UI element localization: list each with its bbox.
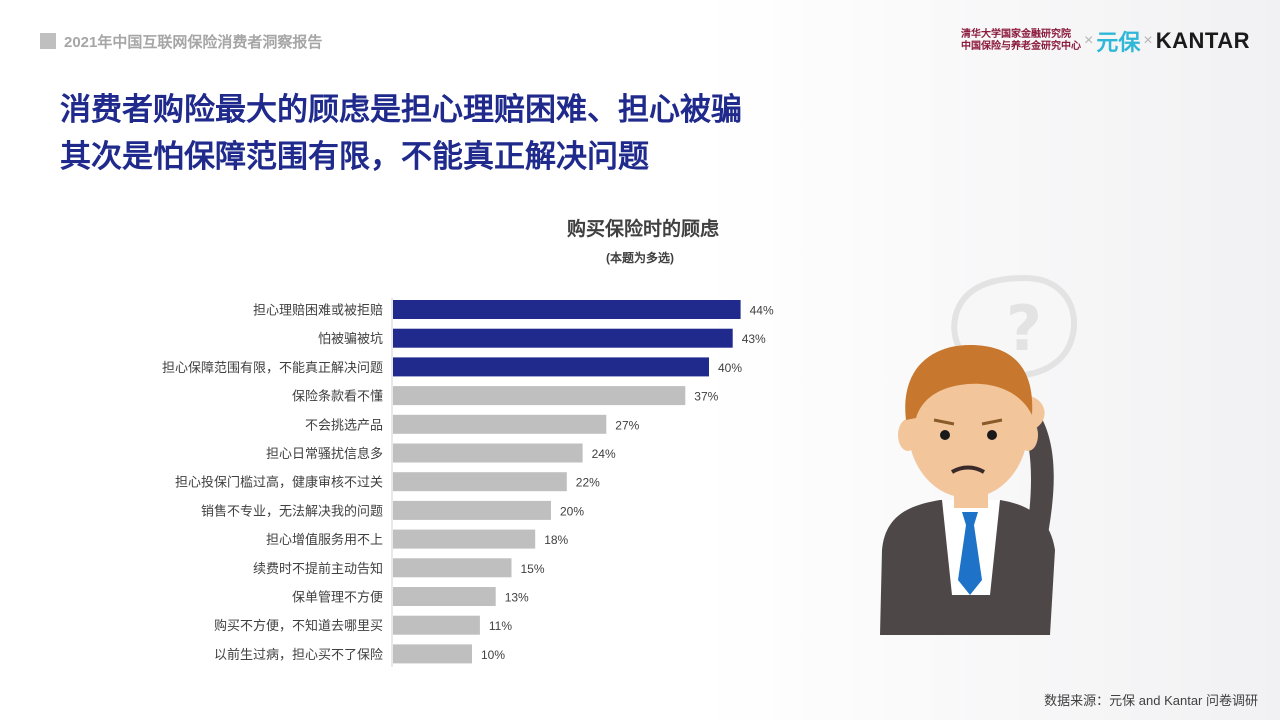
value-label: 44% [750, 304, 774, 318]
value-label: 20% [560, 504, 584, 518]
category-label: 担心增值服务用不上 [266, 532, 383, 548]
category-label: 销售不专业，无法解决我的问题 [201, 503, 383, 519]
bar [393, 386, 686, 406]
value-label: 24% [592, 447, 616, 461]
logo-separator: × [1143, 32, 1153, 49]
value-label: 40% [718, 361, 742, 375]
yuanbao-logo: 元保 [1096, 30, 1141, 55]
data-source: 数据来源：元保 and Kantar 问卷调研 [1044, 693, 1258, 708]
value-label: 18% [544, 533, 568, 547]
value-label: 37% [694, 390, 718, 404]
bar [393, 300, 741, 319]
bar [393, 500, 551, 520]
tsinghua-logo: 清华大学国家金融研究院 中国保险与养老金研究中心 [961, 29, 1081, 53]
logo-separator: × [1084, 32, 1094, 49]
partner-logos: 清华大学国家金融研究院 中国保险与养老金研究中心 × 元保 × KANTAR [961, 26, 1250, 56]
report-title: 2021年中国互联网保险消费者洞察报告 [64, 33, 323, 51]
category-label: 保单管理不方便 [292, 590, 383, 606]
category-label: 担心日常骚扰信息多 [266, 446, 383, 462]
bar [393, 529, 536, 549]
bar [393, 357, 709, 377]
value-label: 27% [615, 418, 639, 432]
category-label: 担心理赔困难或被拒赔 [253, 304, 383, 319]
chart-subtitle: (本题为多选) [606, 251, 674, 265]
value-label: 13% [505, 591, 529, 605]
tsinghua-logo-line1: 清华大学国家金融研究院 [961, 29, 1072, 40]
bar [393, 414, 607, 434]
category-label: 怕被骗被坑 [318, 332, 383, 347]
bar [393, 615, 480, 635]
category-label: 担心保障范围有限，不能真正解决问题 [162, 361, 383, 376]
svg-text:?: ? [1006, 292, 1042, 365]
bar [393, 472, 567, 492]
category-label: 不会挑选产品 [305, 418, 383, 433]
header-square-icon [40, 33, 56, 49]
headline-line-2: 其次是怕保障范围有限，不能真正解决问题 [60, 139, 649, 174]
page-headline: 消费者购险最大的顾虑是担心理赔困难、担心被骗 其次是怕保障范围有限，不能真正解决… [60, 86, 742, 180]
bar [393, 644, 472, 664]
category-label: 担心投保门槛过高，健康审核不过关 [175, 475, 383, 491]
category-label: 续费时不提前主动告知 [253, 561, 383, 577]
value-label: 11% [489, 619, 512, 633]
confused-man-illustration: ? [880, 274, 1078, 635]
tsinghua-logo-line2: 中国保险与养老金研究中心 [961, 41, 1082, 52]
headline-line-1: 消费者购险最大的顾虑是担心理赔困难、担心被骗 [60, 92, 742, 127]
bar [393, 587, 496, 606]
kantar-logo: KANTAR [1155, 28, 1250, 53]
category-label: 保险条款看不懂 [292, 389, 383, 405]
chart-title: 购买保险时的顾虑 [566, 219, 720, 240]
bar [393, 443, 583, 463]
value-label: 22% [576, 476, 600, 490]
value-label: 43% [742, 332, 766, 346]
bar [393, 558, 512, 578]
bar [393, 328, 733, 348]
report-header: 2021年中国互联网保险消费者洞察报告 [40, 31, 322, 51]
category-label: 以前生过病，担心买不了保险 [214, 647, 383, 663]
value-label: 10% [481, 648, 505, 662]
category-label: 购买不方便，不知道去哪里买 [214, 618, 383, 634]
value-label: 15% [521, 562, 545, 576]
